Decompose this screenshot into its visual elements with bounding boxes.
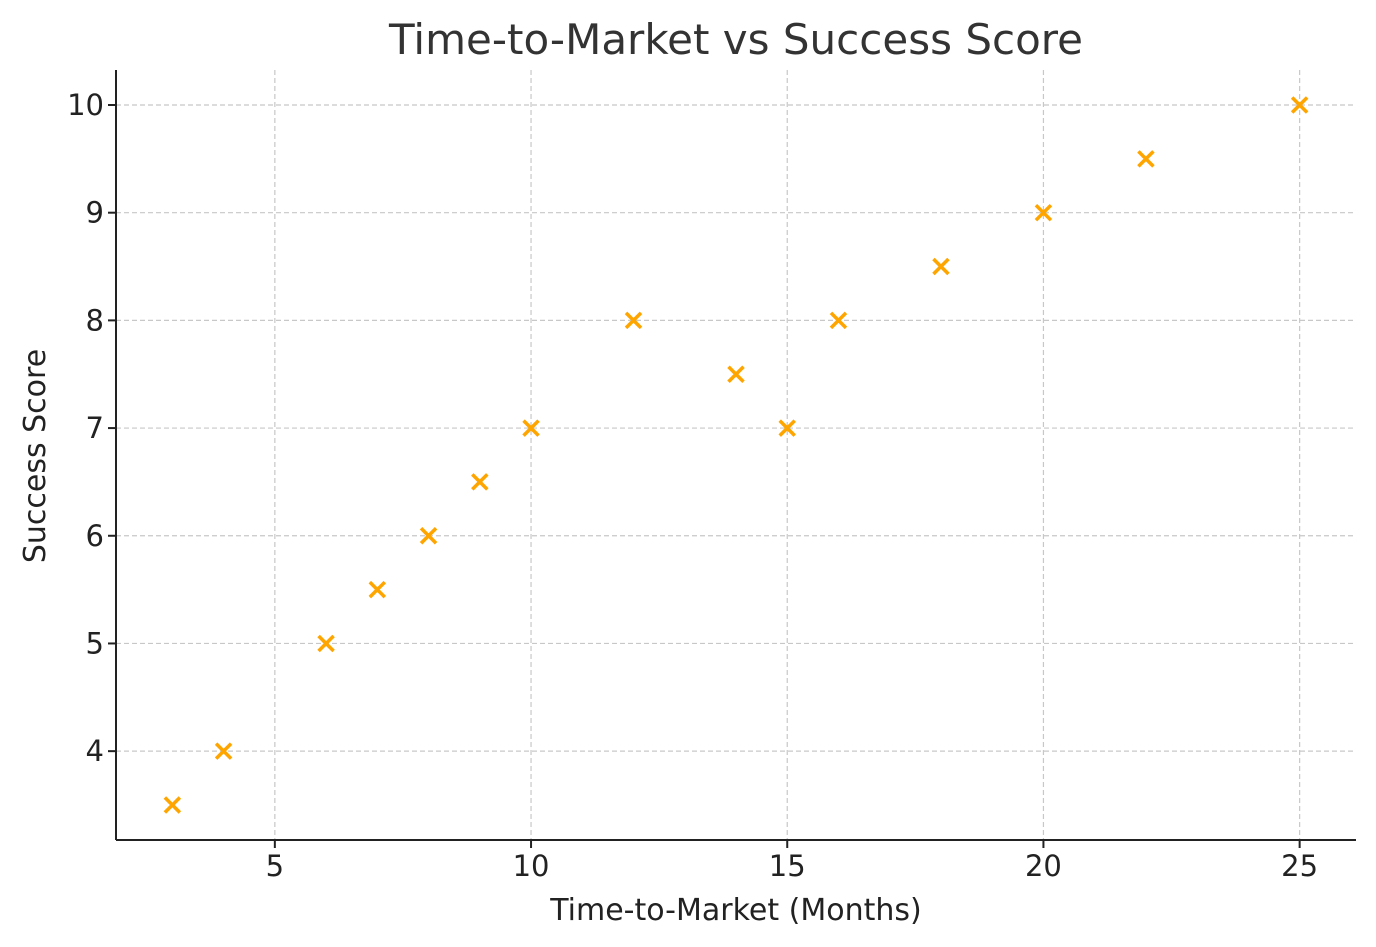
data-point: [317, 634, 335, 653]
chart-title: Time-to-Market vs Success Score: [388, 15, 1083, 64]
y-tick-label: 4: [86, 734, 104, 768]
data-point: [1290, 96, 1309, 114]
grid: [116, 70, 1356, 840]
axes: [108, 70, 1356, 848]
data-point: [727, 365, 745, 383]
data-point: [163, 796, 182, 814]
x-tick-label: 10: [513, 849, 550, 883]
x-axis-label: Time-to-Market (Months): [549, 893, 921, 928]
y-tick-label: 9: [86, 196, 104, 230]
data-points: [163, 96, 1309, 814]
data-point: [624, 311, 643, 330]
data-point: [932, 257, 950, 276]
data-point: [1137, 150, 1155, 168]
data-point: [829, 311, 848, 330]
y-tick-label: 10: [67, 88, 104, 122]
data-point: [522, 419, 540, 437]
data-point: [778, 419, 796, 437]
data-point: [214, 742, 233, 760]
y-tick-label: 7: [86, 411, 104, 445]
data-point: [419, 527, 438, 545]
y-axis-label: Success Score: [18, 349, 53, 563]
tick-labels: 5 10 15 20 25 4 5 6 7 8 9 10: [67, 88, 1318, 883]
data-point: [471, 473, 489, 491]
x-tick-label: 25: [1281, 849, 1318, 883]
y-tick-label: 8: [86, 303, 104, 337]
x-tick-label: 20: [1025, 849, 1062, 883]
data-point: [1034, 203, 1053, 222]
x-tick-label: 5: [266, 849, 284, 883]
x-tick-label: 15: [769, 849, 806, 883]
y-tick-label: 5: [86, 626, 104, 660]
y-tick-label: 6: [86, 519, 104, 553]
data-point: [368, 580, 387, 599]
